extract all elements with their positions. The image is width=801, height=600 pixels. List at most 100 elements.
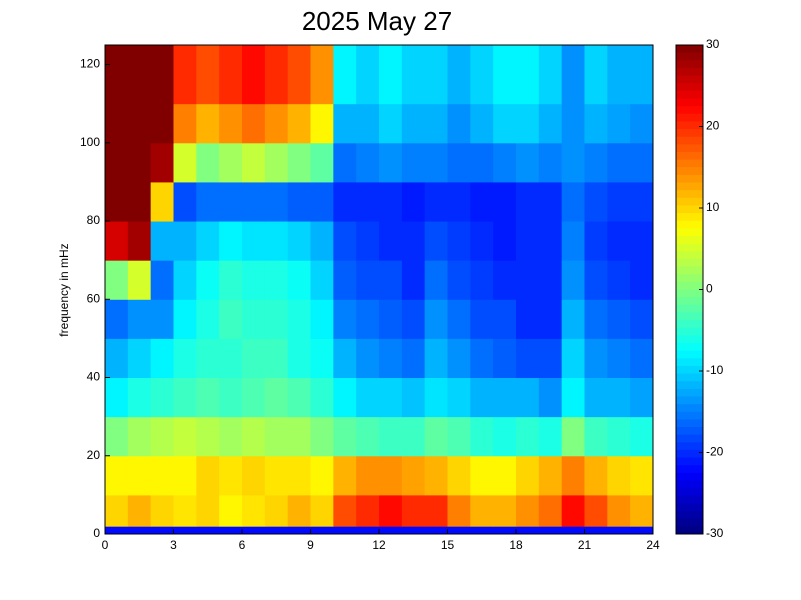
heatmap-cell [242, 181, 266, 222]
heatmap-cell [242, 494, 266, 527]
heatmap-cell [264, 377, 289, 418]
heatmap-cell [447, 338, 471, 379]
heatmap-cell [150, 142, 174, 183]
heatmap-cell [356, 494, 380, 527]
colorbar-segment [676, 182, 703, 191]
heatmap-cell [424, 416, 448, 457]
heatmap-cell [310, 416, 334, 457]
colorbar-segment [676, 197, 703, 206]
heatmap-cell [356, 526, 380, 535]
heatmap-cell [356, 299, 380, 339]
heatmap-cell [333, 181, 357, 222]
heatmap-cell [356, 377, 380, 418]
heatmap-cell [333, 338, 357, 379]
colorbar-segment [676, 129, 703, 138]
heatmap-cell [356, 221, 380, 261]
colorbar-tick-label: 30 [706, 37, 720, 51]
colorbar-segment [676, 434, 703, 443]
heatmap-cell [424, 103, 448, 144]
colorbar-segment [676, 52, 703, 61]
colorbar-segment [676, 388, 703, 397]
heatmap-cell [493, 494, 517, 527]
heatmap-cell [287, 416, 311, 457]
heatmap-cell [333, 455, 357, 496]
heatmap-cell [173, 103, 197, 144]
colorbar-segment [676, 236, 703, 245]
colorbar-tick-label: -20 [706, 445, 724, 459]
colorbar-segment [676, 457, 703, 466]
heatmap-cell [150, 260, 174, 300]
heatmap-cell [584, 338, 608, 379]
colorbar-tick-label: 10 [706, 200, 720, 214]
heatmap-cell [424, 181, 448, 222]
heatmap-cell [470, 181, 494, 222]
heatmap-cell [401, 494, 426, 527]
heatmap-cell [264, 338, 289, 379]
y-axis-label: frequency in mHz [57, 243, 71, 336]
heatmap-cell [470, 221, 494, 261]
y-tick-label: 0 [93, 526, 100, 540]
heatmap-cell [310, 221, 334, 261]
heatmap-cell [379, 103, 403, 144]
x-tick-label: 18 [509, 538, 523, 552]
heatmap-cell [630, 526, 654, 535]
heatmap-cell [356, 455, 380, 496]
colorbar-tick-label: -30 [706, 526, 724, 540]
heatmap-cell [287, 103, 311, 144]
heatmap-cell [607, 416, 631, 457]
y-tick-label: 60 [87, 291, 101, 305]
heatmap-cell [538, 377, 563, 418]
heatmap-cell [356, 181, 380, 222]
heatmap-cell [196, 338, 220, 379]
heatmap-cell [196, 526, 220, 535]
heatmap-cell [561, 142, 585, 183]
heatmap-cell [470, 377, 494, 418]
heatmap-cell [607, 494, 631, 527]
heatmap-cell [219, 455, 243, 496]
heatmap-cell [424, 526, 448, 535]
heatmap-cell [264, 494, 289, 527]
heatmap-cell [630, 45, 654, 105]
colorbar-segment [676, 174, 703, 184]
x-tick-label: 6 [239, 538, 246, 552]
heatmap-cell [219, 103, 243, 144]
colorbar-segment [676, 342, 703, 352]
heatmap-cell [310, 45, 334, 105]
heatmap-cell [287, 181, 311, 222]
colorbar-segment [676, 320, 703, 329]
heatmap-cell [219, 260, 243, 300]
heatmap-cell [493, 377, 517, 418]
heatmap-cell [173, 455, 197, 496]
chart-title: 2025 May 27 [302, 6, 452, 36]
heatmap-cell [242, 45, 266, 105]
colorbar-segment [676, 526, 703, 535]
heatmap-cell [584, 45, 608, 105]
heatmap-cell [538, 416, 563, 457]
heatmap-cell [287, 260, 311, 300]
colorbar-segment [676, 365, 703, 375]
heatmap-cell [401, 377, 426, 418]
heatmap-cell [150, 338, 174, 379]
colorbar-segment [676, 465, 703, 474]
colorbar-segment [676, 358, 703, 367]
colorbar-segment [676, 335, 703, 344]
heatmap-cell [287, 377, 311, 418]
heatmap-cell [516, 260, 540, 300]
heatmap-cell [173, 181, 197, 222]
heatmap-cell [516, 299, 540, 339]
heatmap-cell [219, 338, 243, 379]
heatmap-cell [401, 142, 426, 183]
heatmap-cell [607, 181, 631, 222]
colorbar-segment [676, 297, 703, 306]
heatmap-cell [264, 45, 289, 105]
heatmap-cell [401, 299, 426, 339]
heatmap-cell [538, 494, 563, 527]
colorbar-segment [676, 228, 703, 237]
heatmap-cell [470, 299, 494, 339]
heatmap-cell [516, 181, 540, 222]
heatmap-cell [516, 45, 540, 105]
heatmap-cell [173, 260, 197, 300]
heatmap-cell [150, 455, 174, 496]
heatmap-cell [127, 494, 152, 527]
heatmap-cell [561, 494, 585, 527]
